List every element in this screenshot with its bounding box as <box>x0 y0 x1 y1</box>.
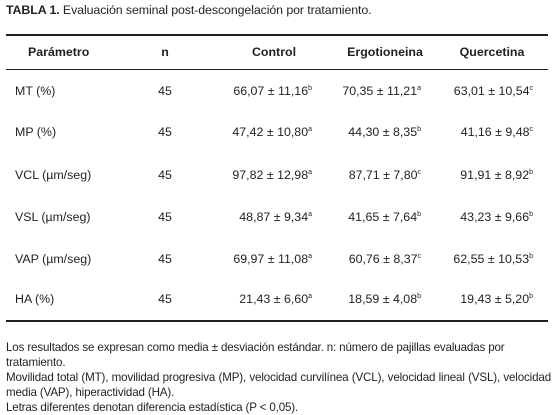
cell-value: 41,65 ± 7,64 <box>348 210 418 224</box>
significance-letter: b <box>417 211 421 218</box>
cell-control: 69,97 ± 11,08a <box>233 252 312 266</box>
cell-control: 47,42 ± 10,80a <box>232 125 312 139</box>
significance-letter: c <box>417 253 422 260</box>
cell-value: VAP (µm/seg) <box>15 252 92 266</box>
cell-value: MT (%) <box>15 84 56 98</box>
table-title: Evaluación seminal post-descongelación p… <box>62 3 372 17</box>
cell-querc: 41,16 ± 9,48c <box>461 125 533 139</box>
significance-letter: b <box>529 253 533 260</box>
significance-letter: b <box>529 169 533 176</box>
cell-querc: 63,01 ± 10,54c <box>454 84 533 98</box>
cell-ergo: 18,59 ± 4,08b <box>348 292 421 306</box>
significance-letter: c <box>417 169 422 176</box>
header-rule <box>6 69 548 70</box>
cell-ergo: 70,35 ± 11,21a <box>342 84 421 98</box>
cell-n: 45 <box>158 210 172 224</box>
header-control: Control <box>251 45 297 59</box>
header-n: n <box>161 45 169 59</box>
cell-value: 21,43 ± 6,60 <box>239 292 309 306</box>
cell-control: 48,87 ± 9,34a <box>239 210 312 224</box>
cell-value: 87,71 ± 7,80 <box>348 168 418 182</box>
significance-letter: a <box>417 85 421 92</box>
cell-param: HA (%) <box>15 292 54 306</box>
cell-value: 60,76 ± 8,37 <box>348 252 418 266</box>
cell-value: 41,16 ± 9,48 <box>460 125 530 139</box>
cell-value: 48,87 ± 9,34 <box>239 210 309 224</box>
cell-value: VCL (µm/seg) <box>15 168 92 182</box>
cell-value: 66,07 ± 11,16 <box>233 84 309 98</box>
cell-querc: 91,91 ± 8,92b <box>460 168 533 182</box>
cell-control: 66,07 ± 11,16b <box>233 84 312 98</box>
cell-value: 45 <box>158 168 172 182</box>
cell-param: MP (%) <box>15 125 56 139</box>
bottom-rule <box>6 320 548 322</box>
cell-ergo: 87,71 ± 7,80c <box>349 168 421 182</box>
significance-letter: a <box>308 253 312 260</box>
cell-n: 45 <box>158 292 172 306</box>
cell-value: 45 <box>158 252 172 266</box>
cell-n: 45 <box>158 84 172 98</box>
cell-value: 45 <box>158 125 172 139</box>
cell-value: 69,97 ± 11,08 <box>233 252 309 266</box>
cell-querc: 62,55 ± 10,53b <box>453 252 533 266</box>
cell-control: 97,82 ± 12,98a <box>232 168 312 182</box>
cell-param: VAP (µm/seg) <box>15 252 91 266</box>
cell-ergo: 44,30 ± 8,35b <box>348 125 421 139</box>
cell-value: 45 <box>158 210 172 224</box>
cell-n: 45 <box>158 252 172 266</box>
significance-letter: b <box>417 126 421 133</box>
significance-letter: c <box>529 85 534 92</box>
cell-param: MT (%) <box>15 84 55 98</box>
cell-value: 91,91 ± 8,92 <box>460 168 530 182</box>
table-notes: Los resultados se expresan como media ± … <box>6 340 551 415</box>
cell-value: 45 <box>158 84 172 98</box>
header-quercetina: Quercetina <box>459 45 525 59</box>
significance-letter: b <box>529 211 533 218</box>
cell-value: VSL (µm/seg) <box>15 210 91 224</box>
cell-value: HA (%) <box>15 292 55 306</box>
significance-letter: a <box>308 126 312 133</box>
table-label: TABLA 1. <box>6 3 60 17</box>
cell-querc: 43,23 ± 9,66b <box>460 210 533 224</box>
cell-value: 70,35 ± 11,21 <box>342 84 418 98</box>
cell-value: 47,42 ± 10,80 <box>232 125 309 139</box>
cell-control: 21,43 ± 6,60a <box>239 292 312 306</box>
cell-param: VSL (µm/seg) <box>15 210 91 224</box>
cell-value: 63,01 ± 10,54 <box>453 84 530 98</box>
cell-value: 62,55 ± 10,53 <box>453 252 530 266</box>
significance-letter: a <box>308 211 312 218</box>
cell-n: 45 <box>158 168 172 182</box>
cell-value: 43,23 ± 9,66 <box>460 210 530 224</box>
cell-querc: 19,43 ± 5,20b <box>460 292 533 306</box>
top-rule <box>6 34 548 36</box>
significance-letter: c <box>529 126 534 133</box>
significance-letter: a <box>308 169 312 176</box>
cell-value: 45 <box>158 292 172 306</box>
cell-value: MP (%) <box>15 125 57 139</box>
significance-letter: b <box>417 293 421 300</box>
header-parametro: Parámetro <box>28 45 90 59</box>
significance-letter: b <box>308 85 312 92</box>
cell-value: 44,30 ± 8,35 <box>348 125 418 139</box>
note-line-3: Letras diferentes denotan diferencia est… <box>6 401 299 414</box>
cell-param: VCL (µm/seg) <box>15 168 91 182</box>
cell-ergo: 60,76 ± 8,37c <box>349 252 421 266</box>
cell-value: 97,82 ± 12,98 <box>232 168 309 182</box>
cell-ergo: 41,65 ± 7,64b <box>348 210 421 224</box>
significance-letter: a <box>308 293 312 300</box>
note-line-2: Movilidad total (MT), movilidad progresi… <box>6 371 551 399</box>
note-line-1: Los resultados se expresan como media ± … <box>6 341 505 369</box>
cell-value: 18,59 ± 4,08 <box>348 292 418 306</box>
table-caption: TABLA 1. Evaluación seminal post-descong… <box>6 3 372 17</box>
cell-n: 45 <box>158 125 172 139</box>
header-ergotioneina: Ergotioneina <box>347 45 423 59</box>
cell-value: 19,43 ± 5,20 <box>460 292 530 306</box>
significance-letter: b <box>529 293 533 300</box>
